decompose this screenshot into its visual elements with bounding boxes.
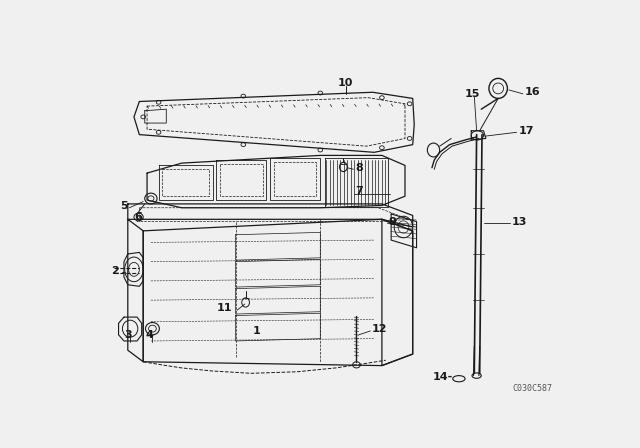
Text: 10: 10 [338, 78, 353, 88]
Text: 16: 16 [524, 87, 540, 97]
Text: 17: 17 [518, 126, 534, 136]
Text: 9: 9 [389, 217, 397, 227]
Text: 4: 4 [145, 330, 154, 340]
Text: 12: 12 [372, 324, 387, 334]
Text: 7: 7 [356, 186, 364, 196]
Text: 11: 11 [217, 303, 232, 313]
Text: C030C587: C030C587 [512, 384, 552, 393]
Text: 8: 8 [355, 163, 363, 173]
Text: 15: 15 [465, 89, 481, 99]
Text: 6: 6 [134, 212, 142, 222]
Text: 13: 13 [511, 217, 527, 227]
Text: 14-: 14- [433, 372, 453, 382]
Text: 2: 2 [111, 266, 118, 276]
Text: 1: 1 [253, 326, 260, 336]
Text: 5: 5 [120, 201, 128, 211]
Text: 3: 3 [124, 330, 132, 340]
